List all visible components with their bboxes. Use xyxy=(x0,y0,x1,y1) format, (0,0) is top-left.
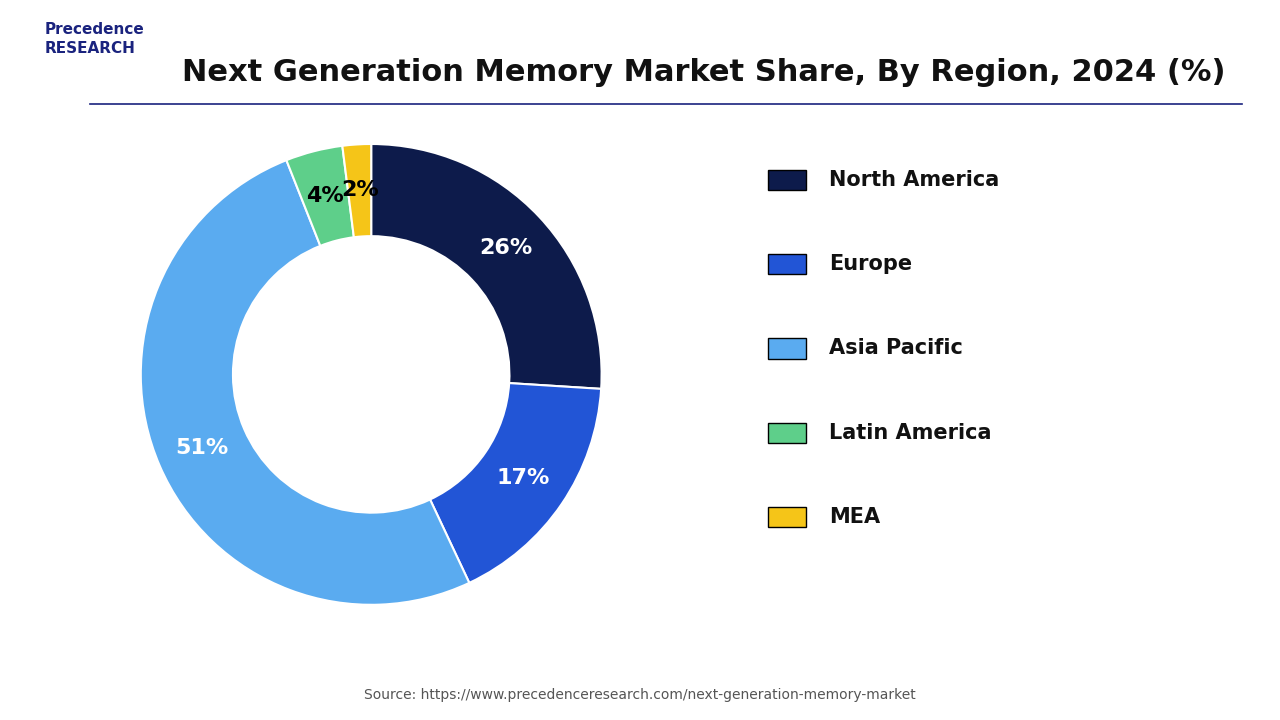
Text: 26%: 26% xyxy=(479,238,532,258)
Text: Source: https://www.precedenceresearch.com/next-generation-memory-market: Source: https://www.precedenceresearch.c… xyxy=(364,688,916,702)
Text: MEA: MEA xyxy=(829,507,881,527)
Text: 17%: 17% xyxy=(497,468,550,488)
Text: Latin America: Latin America xyxy=(829,423,992,443)
Wedge shape xyxy=(371,144,602,389)
Text: Next Generation Memory Market Share, By Region, 2024 (%): Next Generation Memory Market Share, By … xyxy=(182,58,1226,86)
Text: 2%: 2% xyxy=(340,181,379,200)
Wedge shape xyxy=(430,383,602,583)
Wedge shape xyxy=(141,160,470,605)
Text: Europe: Europe xyxy=(829,254,913,274)
Text: 4%: 4% xyxy=(306,186,344,206)
Wedge shape xyxy=(287,146,353,246)
Text: Precedence
RESEARCH: Precedence RESEARCH xyxy=(45,22,145,56)
Wedge shape xyxy=(342,144,371,238)
Text: Asia Pacific: Asia Pacific xyxy=(829,338,964,359)
Text: North America: North America xyxy=(829,170,1000,190)
Text: 51%: 51% xyxy=(175,438,229,458)
